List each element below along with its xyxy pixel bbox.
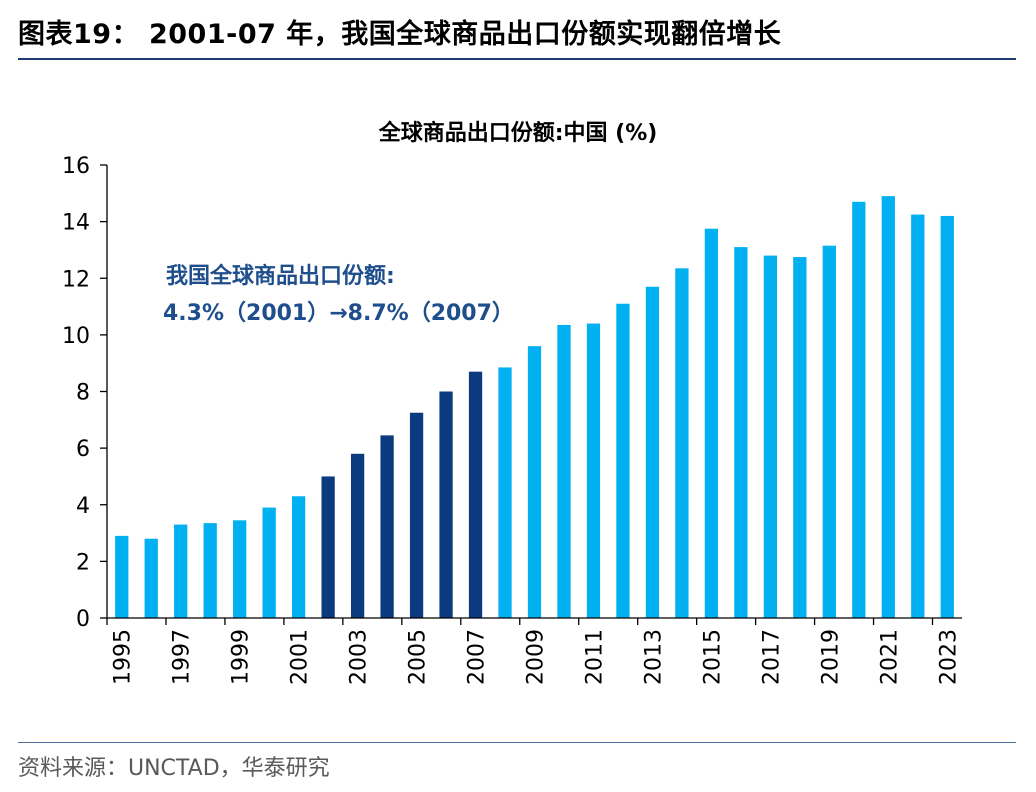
- bar-2008: [498, 367, 511, 618]
- bar-1999: [233, 520, 246, 618]
- y-tick-label: 10: [62, 324, 90, 349]
- bar-2006: [439, 392, 452, 619]
- bar-2004: [380, 435, 393, 618]
- y-tick-label: 2: [76, 550, 90, 575]
- x-axis: 1995 1997 1999 2001 2003 2005 2007 2009 2011 2013…: [107, 618, 962, 685]
- bar-2007: [469, 372, 482, 618]
- y-tick-label: 16: [62, 154, 90, 179]
- x-tick-label-2017: 2017: [759, 629, 784, 685]
- bottom-rule: [18, 742, 1016, 743]
- bar-2020: [852, 202, 865, 618]
- bar-2021: [882, 196, 895, 618]
- bar-2005: [410, 413, 423, 618]
- bar-2022: [911, 215, 924, 618]
- bar-2015: [705, 229, 718, 618]
- bar-2010: [557, 325, 570, 618]
- bar-2012: [616, 304, 629, 618]
- x-tick-label-1997: 1997: [170, 629, 195, 685]
- y-tick-label: 4: [76, 494, 90, 519]
- y-tick-label: 6: [76, 437, 90, 462]
- y-axis: 0 2 4 6 8 10 12 14 16: [62, 154, 107, 632]
- y-tick-label: 14: [62, 211, 90, 236]
- y-tick-label: 8: [76, 381, 90, 406]
- x-tick-label-2023: 2023: [936, 629, 961, 685]
- x-tick-label-2003: 2003: [347, 629, 372, 685]
- x-tick-label-2001: 2001: [288, 629, 313, 685]
- x-tick-label-1999: 1999: [229, 629, 254, 685]
- bar-1998: [204, 523, 217, 618]
- bar-2001: [292, 496, 305, 618]
- x-tick-label-1995: 1995: [111, 629, 136, 685]
- bar-1997: [174, 525, 187, 618]
- bar-2011: [587, 324, 600, 618]
- y-tick-label: 12: [62, 267, 90, 292]
- x-tick-label-2007: 2007: [465, 629, 490, 685]
- x-tick-label-2015: 2015: [700, 629, 725, 685]
- bar-2016: [734, 247, 747, 618]
- x-tick-label-2013: 2013: [641, 629, 666, 685]
- bar-2009: [528, 346, 541, 618]
- bar-2014: [675, 268, 688, 618]
- bars: [115, 196, 954, 618]
- bar-2017: [764, 256, 777, 618]
- x-tick-label-2011: 2011: [582, 629, 607, 685]
- bar-2018: [793, 257, 806, 618]
- annotation-line-2: 4.3%（2001）→8.7%（2007）: [163, 301, 514, 326]
- x-tick-label-2009: 2009: [524, 629, 549, 685]
- x-tick-label-2021: 2021: [877, 629, 902, 685]
- bar-2023: [941, 216, 954, 618]
- chart-title: 全球商品出口份额:中国 (%): [378, 120, 658, 146]
- y-tick-label: 0: [76, 607, 90, 632]
- x-tick-label-2019: 2019: [818, 629, 843, 685]
- bar-2002: [321, 476, 334, 618]
- bar-1996: [145, 539, 158, 618]
- bar-1995: [115, 536, 128, 618]
- annotation-line-1: 我国全球商品出口份额:: [166, 263, 395, 289]
- bar-2013: [646, 287, 659, 618]
- x-tick-label-2005: 2005: [406, 629, 431, 685]
- source-note: 资料来源：UNCTAD，华泰研究: [18, 750, 330, 782]
- bar-2019: [823, 246, 836, 618]
- bar-2003: [351, 454, 364, 618]
- bar-2000: [263, 508, 276, 618]
